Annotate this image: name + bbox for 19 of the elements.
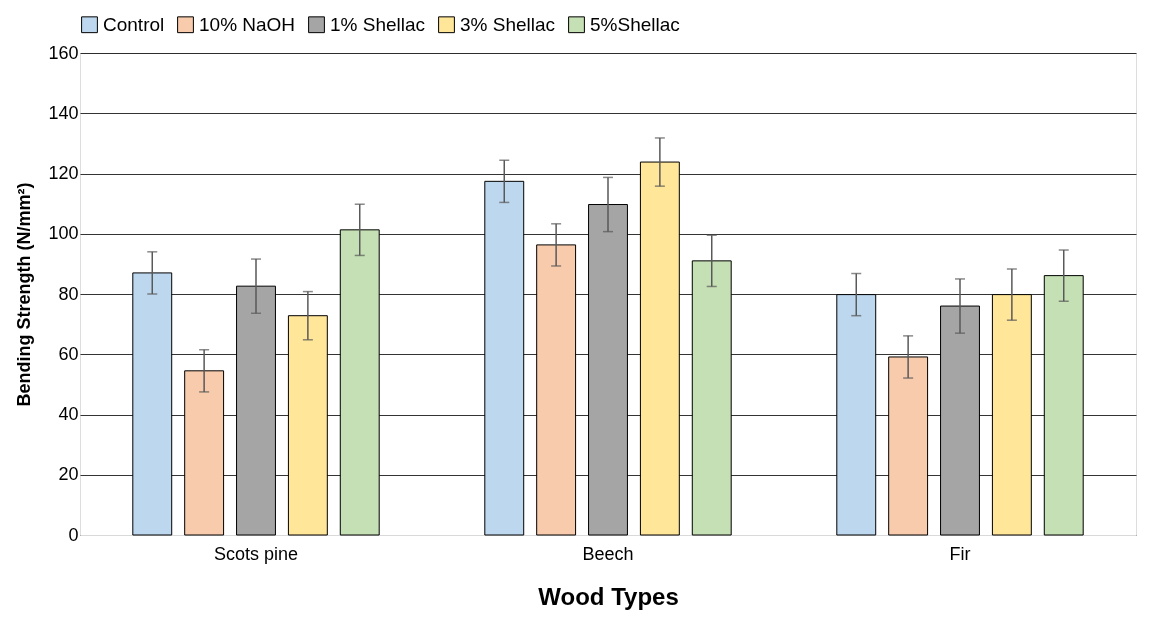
y-tick-label: 0 <box>68 524 79 545</box>
legend-label: Control <box>103 13 165 35</box>
y-tick-label: 160 <box>48 42 79 63</box>
legend-label: 10% NaOH <box>199 13 296 35</box>
x-tick-label: Fir <box>949 543 971 564</box>
y-tick-label: 140 <box>48 102 79 123</box>
legend-label: 5%Shellac <box>590 13 680 35</box>
y-tick-label: 120 <box>48 163 79 183</box>
x-tick-label: Scots pine <box>213 543 299 564</box>
y-tick-label: 40 <box>58 404 79 424</box>
x-tick-label: Beech <box>582 543 634 564</box>
legend-label: 3% Shellac <box>460 13 556 35</box>
y-tick-label: 60 <box>58 343 79 364</box>
x-axis-title: Wood Types <box>538 582 679 610</box>
y-tick-label: 100 <box>48 223 79 244</box>
y-axis-title: Bending Strength (N/mm²) <box>14 182 35 407</box>
y-tick-label: 20 <box>58 464 79 485</box>
y-tick-label: 80 <box>58 283 79 304</box>
legend-label: 1% Shellac <box>330 13 426 35</box>
